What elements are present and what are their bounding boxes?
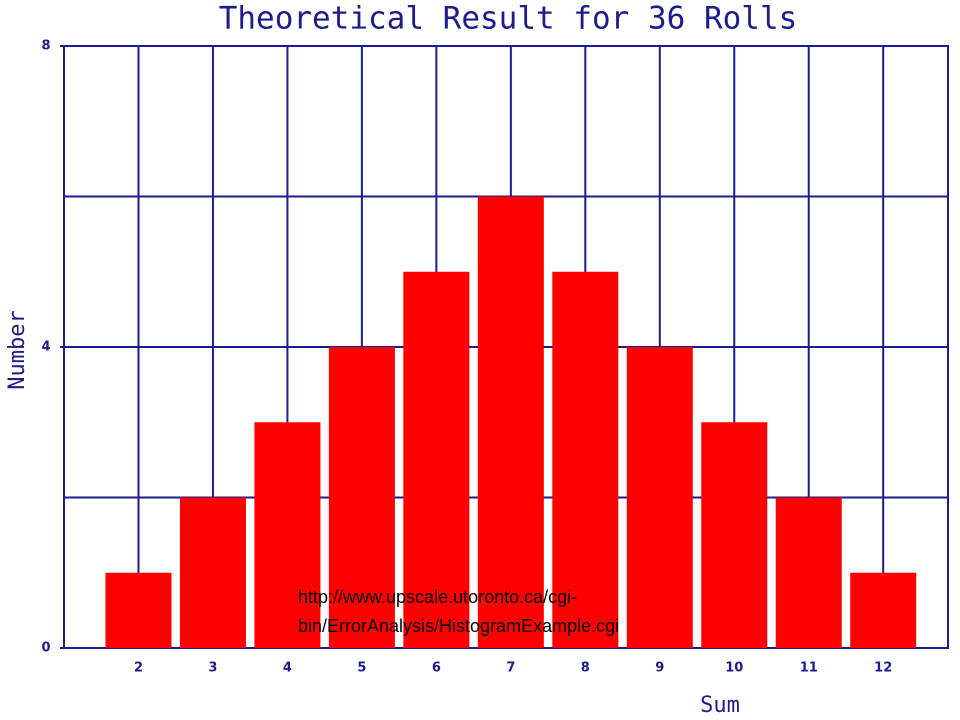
x-tick-label: 5 xyxy=(357,661,366,676)
annotation: bin/ErrorAnalysis/HistogramExample.cgi xyxy=(298,616,619,636)
bar xyxy=(403,271,470,648)
bar xyxy=(775,497,842,648)
annotation: http://www.upscale.utoronto.ca/cgi- xyxy=(298,587,577,607)
chart-title: Theoretical Result for 36 Rolls xyxy=(219,1,798,37)
x-tick-label: 6 xyxy=(432,661,441,676)
bar xyxy=(626,347,693,648)
bar xyxy=(477,196,544,648)
bar xyxy=(701,422,768,648)
x-tick-label: 11 xyxy=(800,661,818,676)
x-tick-label: 12 xyxy=(874,661,892,676)
x-tick-label: 10 xyxy=(725,661,743,676)
y-tick-label: 4 xyxy=(41,340,50,355)
y-tick-label: 8 xyxy=(41,39,50,54)
bar xyxy=(850,572,917,648)
y-tick-label: 0 xyxy=(41,641,50,656)
x-axis-label: Sum xyxy=(700,693,740,718)
x-tick-label: 8 xyxy=(581,661,590,676)
bar xyxy=(105,572,172,648)
x-tick-label: 3 xyxy=(208,661,217,676)
bar xyxy=(254,422,321,648)
bar xyxy=(552,271,619,648)
x-tick-label: 2 xyxy=(134,661,143,676)
x-tick-label: 9 xyxy=(655,661,664,676)
bar xyxy=(328,347,395,648)
bar xyxy=(179,497,246,648)
y-axis-label: Number xyxy=(5,310,30,389)
x-tick-label: 7 xyxy=(506,661,515,676)
x-tick-label: 4 xyxy=(283,661,292,676)
